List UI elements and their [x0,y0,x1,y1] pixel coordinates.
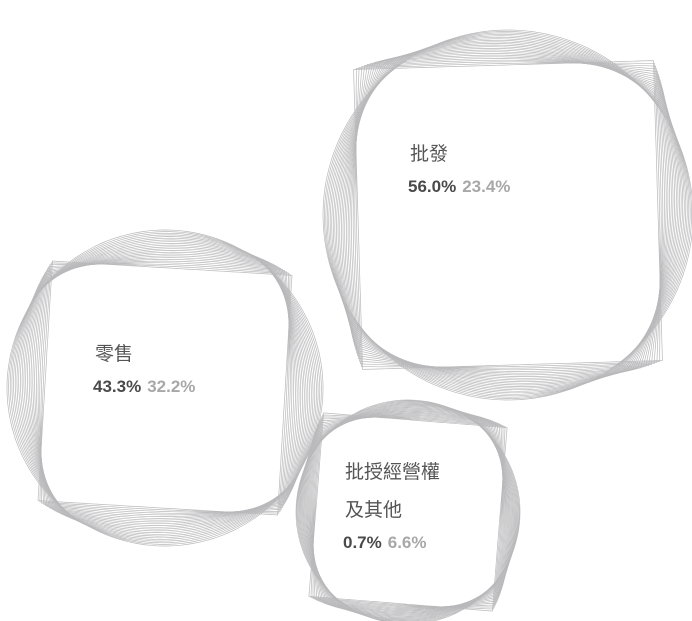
outline [313,417,503,607]
segment-label: 及其他 [345,499,402,521]
outline [312,416,503,607]
outline [311,415,506,610]
outline [300,404,516,620]
share-b: 23.4% [462,177,510,196]
segment-label: 批發 [410,143,448,165]
outline [301,405,515,619]
outline [309,413,507,611]
outline [345,52,672,379]
outline [304,408,513,617]
outline [298,402,519,621]
outline [297,401,519,621]
outline [311,415,505,609]
outline [354,61,663,370]
outline [306,410,511,615]
outline [305,409,512,616]
outline [348,55,668,375]
segment-values: 43.3% 32.2% [93,377,195,396]
segment-values: 56.0% 23.4% [408,177,510,196]
segment-label: 批授經營權 [345,461,440,483]
diagram: 批發 56.0% 23.4% 零售 43.3% 32.2% 批授經營權及其他 0.7% 6.6% [0,0,692,621]
outline [341,48,674,381]
share-a: 56.0% [408,177,456,196]
segment-label: 零售 [95,343,133,365]
share-a: 43.3% [93,377,141,396]
outline [299,403,517,621]
outline [309,413,508,612]
outline [303,407,514,618]
outline [323,30,692,400]
share-a: 0.7% [343,533,382,552]
outline [336,43,679,386]
outline [310,414,507,611]
outline [346,53,669,376]
outline [307,411,510,614]
outline [355,62,661,368]
outline [350,57,666,373]
outline [353,60,663,370]
share-b: 32.2% [147,377,195,396]
outline [333,40,682,389]
outline [298,402,517,621]
page: 批發 56.0% 23.4% 零售 43.3% 32.2% 批授經營權及其他 0.7% 6.6%… [0,0,692,621]
outline [324,31,691,398]
outline [340,47,677,384]
outline [313,417,503,607]
outline [302,406,514,618]
outline [326,33,690,397]
outline [327,34,689,396]
outline [343,50,673,380]
outline [330,37,686,393]
outline [329,36,688,395]
segment-values: 0.7% 6.6% [343,533,427,552]
outline [356,63,660,367]
outline [312,416,505,609]
share-b: 6.6% [388,533,427,552]
outline [335,42,681,388]
outline [338,45,678,385]
outline [332,39,685,392]
outline [308,412,509,613]
outline [352,59,665,372]
